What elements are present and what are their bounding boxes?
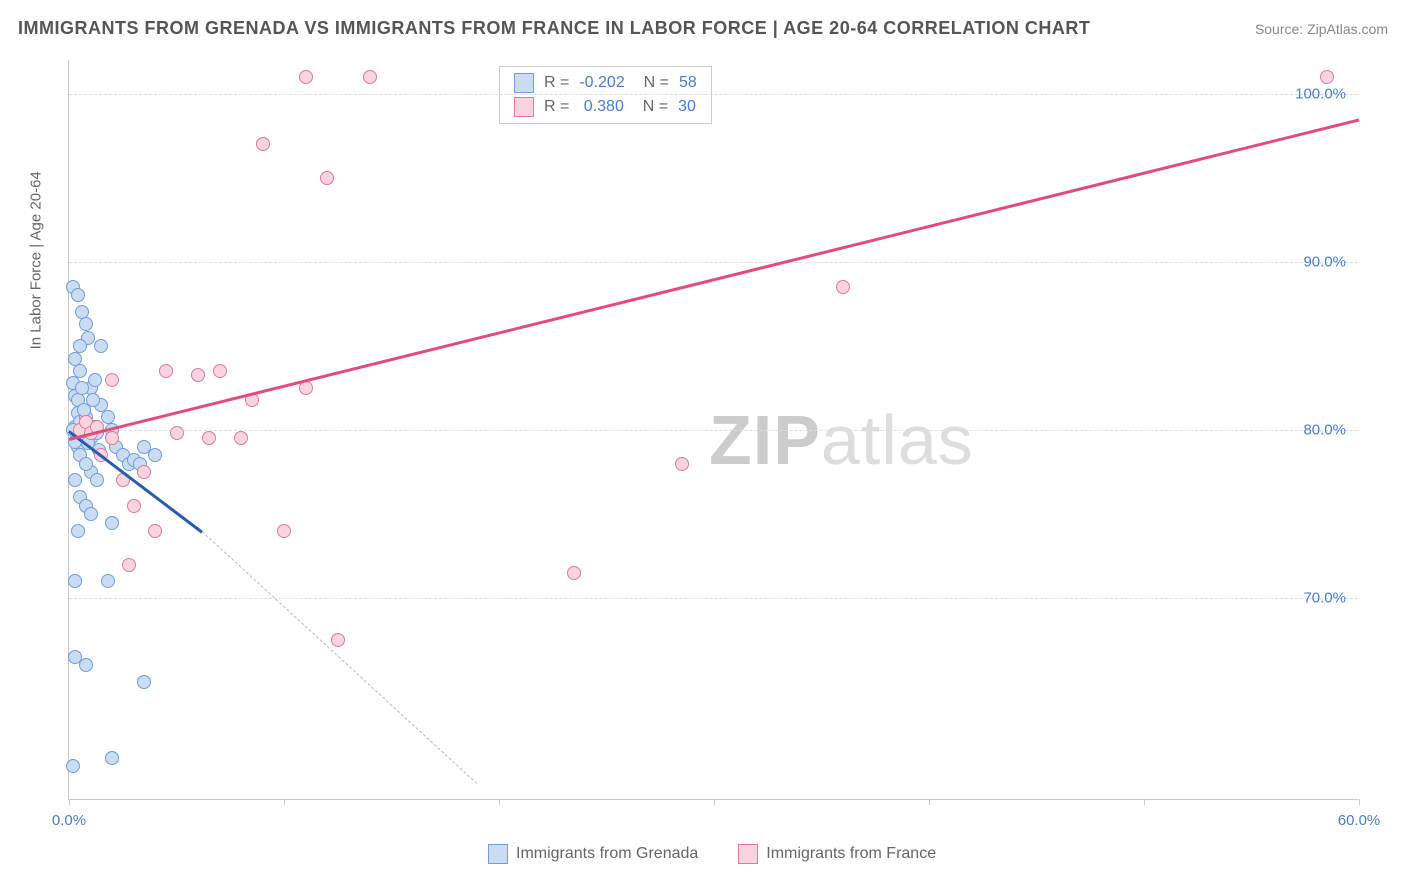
gridline <box>69 262 1358 263</box>
trend-line-extrapolated <box>202 531 478 784</box>
data-point <box>299 70 313 84</box>
data-point <box>105 431 119 445</box>
data-point <box>86 393 100 407</box>
data-point <box>75 381 89 395</box>
y-tick-label: 100.0% <box>1295 85 1346 102</box>
legend-item-grenada: Immigrants from Grenada <box>488 844 698 864</box>
x-tick <box>1359 799 1360 805</box>
y-axis-label: In Labor Force | Age 20-64 <box>28 171 45 349</box>
x-tick <box>714 799 715 805</box>
data-point <box>202 431 216 445</box>
data-point <box>66 759 80 773</box>
data-point <box>234 431 248 445</box>
data-point <box>105 751 119 765</box>
scatter-plot: ZIPatlas R = -0.202 N = 58 R = 0.380 N =… <box>68 60 1358 800</box>
data-point <box>137 675 151 689</box>
y-tick-label: 80.0% <box>1303 422 1346 439</box>
data-point <box>101 410 115 424</box>
data-point <box>105 516 119 530</box>
data-point <box>71 524 85 538</box>
data-point <box>94 339 108 353</box>
data-point <box>88 373 102 387</box>
data-point <box>1320 70 1334 84</box>
data-point <box>148 448 162 462</box>
legend-label: Immigrants from France <box>766 845 936 863</box>
gridline <box>69 598 1358 599</box>
bottom-legend: Immigrants from Grenada Immigrants from … <box>488 844 936 864</box>
x-tick-label: 0.0% <box>52 812 86 829</box>
data-point <box>84 507 98 521</box>
data-point <box>101 574 115 588</box>
trend-line <box>69 119 1360 441</box>
data-point <box>79 317 93 331</box>
data-point <box>191 368 205 382</box>
data-point <box>105 373 119 387</box>
x-tick <box>69 799 70 805</box>
data-point <box>159 364 173 378</box>
data-point <box>675 457 689 471</box>
data-point <box>73 339 87 353</box>
data-point <box>148 524 162 538</box>
x-tick <box>284 799 285 805</box>
legend-item-france: Immigrants from France <box>738 844 936 864</box>
stats-legend: R = -0.202 N = 58 R = 0.380 N = 30 <box>499 66 712 124</box>
data-point <box>71 288 85 302</box>
swatch-france-icon <box>738 844 758 864</box>
data-point <box>277 524 291 538</box>
data-point <box>68 473 82 487</box>
chart-container: In Labor Force | Age 20-64 ZIPatlas R = … <box>48 60 1378 830</box>
data-point <box>90 473 104 487</box>
source-label: Source: ZipAtlas.com <box>1255 21 1388 37</box>
swatch-grenada <box>514 73 534 93</box>
data-point <box>170 426 184 440</box>
data-point <box>213 364 227 378</box>
data-point <box>137 465 151 479</box>
x-tick <box>929 799 930 805</box>
page-title: IMMIGRANTS FROM GRENADA VS IMMIGRANTS FR… <box>18 18 1090 39</box>
gridline <box>69 430 1358 431</box>
data-point <box>836 280 850 294</box>
y-tick-label: 70.0% <box>1303 590 1346 607</box>
data-point <box>68 574 82 588</box>
data-point <box>567 566 581 580</box>
data-point <box>127 499 141 513</box>
legend-label: Immigrants from Grenada <box>516 845 698 863</box>
x-tick <box>1144 799 1145 805</box>
watermark: ZIPatlas <box>709 400 974 480</box>
data-point <box>320 171 334 185</box>
x-tick-label: 60.0% <box>1338 812 1381 829</box>
data-point <box>79 457 93 471</box>
y-tick-label: 90.0% <box>1303 253 1346 270</box>
swatch-france <box>514 97 534 117</box>
gridline <box>69 94 1358 95</box>
data-point <box>256 137 270 151</box>
data-point <box>68 352 82 366</box>
data-point <box>331 633 345 647</box>
stats-row-france: R = 0.380 N = 30 <box>514 95 697 119</box>
data-point <box>122 558 136 572</box>
data-point <box>79 658 93 672</box>
swatch-grenada-icon <box>488 844 508 864</box>
x-tick <box>499 799 500 805</box>
stats-row-grenada: R = -0.202 N = 58 <box>514 71 697 95</box>
data-point <box>363 70 377 84</box>
